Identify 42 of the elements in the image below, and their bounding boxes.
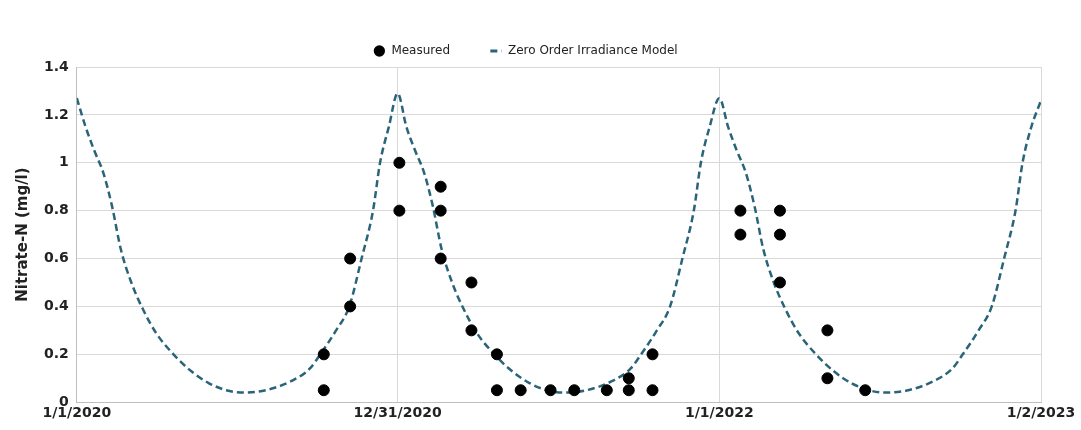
point [434,252,447,265]
point [734,228,747,241]
legend-label: Zero Order Irradiance Model [507,43,678,58]
y-tick-label: 0.8 [43,201,69,218]
point [393,204,406,217]
point [622,372,635,385]
y-tick-label: 0.2 [43,344,69,361]
point [465,324,478,337]
y-axis-title: Nitrate-N (mg/l) [12,167,31,302]
point [434,180,447,193]
point [773,204,786,217]
point [317,384,330,397]
point [514,384,527,397]
x-tick-label: 12/31/2020 [353,404,442,421]
point [317,348,330,361]
point [544,384,557,397]
y-tick-label: 1.4 [43,57,70,74]
point [490,348,503,361]
point [821,372,834,385]
y-tick-label: 0.6 [43,249,69,266]
point [734,204,747,217]
point [465,276,478,289]
point [646,348,659,361]
x-tick-label: 1/2/2023 [1006,404,1076,421]
point [773,228,786,241]
point [821,324,834,337]
point [434,204,447,217]
x-tick-label: 1/1/2022 [684,404,754,421]
point [490,384,503,397]
point [344,300,357,313]
legend-label: Measured [391,43,450,58]
point [344,252,357,265]
point [773,276,786,289]
y-tick-label: 1.2 [43,105,69,122]
point [622,384,635,397]
point [600,384,613,397]
y-tick-label: 0.4 [43,297,70,314]
point [568,384,581,397]
point [859,384,872,397]
y-tick-label: 1 [59,153,69,170]
point [393,156,406,169]
point [646,384,659,397]
